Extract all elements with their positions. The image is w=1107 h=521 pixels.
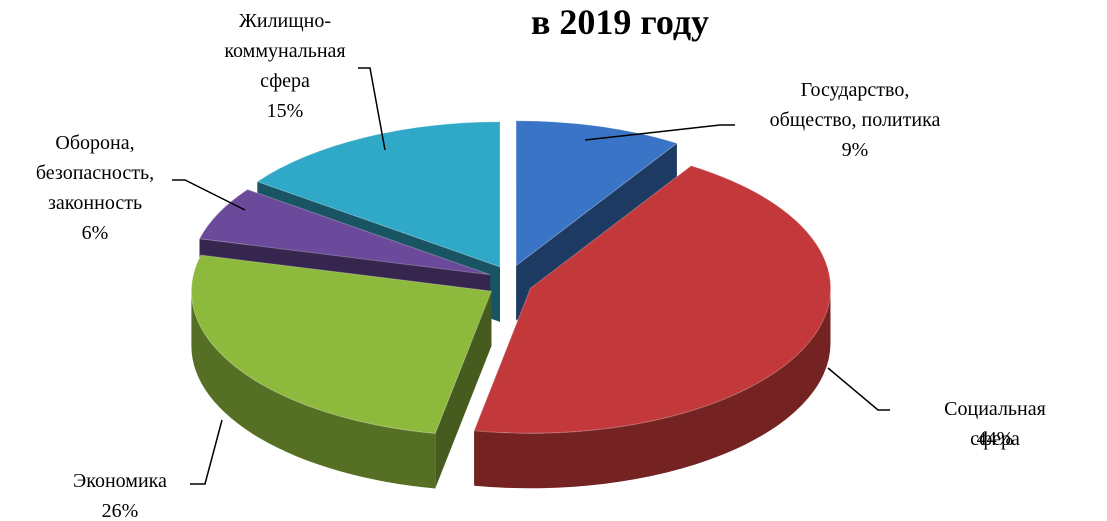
slice-value-label: 9%	[841, 139, 869, 161]
leader-line	[358, 67, 386, 151]
pie-slice	[473, 165, 832, 434]
slice-label: Социальная сфера	[944, 398, 1046, 450]
slice-label: Государство, общество, политика	[769, 79, 941, 131]
pie-slice	[198, 188, 491, 276]
slice-side-wall	[191, 291, 436, 489]
leader-line	[190, 419, 223, 485]
pie-slice	[256, 121, 501, 268]
pie-slice	[515, 120, 678, 267]
leader-line	[827, 367, 890, 411]
pie-slice	[190, 254, 493, 435]
leader-line	[584, 124, 735, 141]
slice-value-label: 26%	[101, 500, 139, 521]
slice-label: Оборона, безопасность, законность	[35, 132, 155, 214]
slice-label: Экономика	[73, 470, 167, 492]
slice-value-label: 15%	[266, 100, 304, 122]
slice-label: Жилищно- коммунальная сфера	[224, 10, 346, 92]
slice-value-label: 6%	[81, 222, 109, 244]
slice-value-label: 44%	[976, 428, 1014, 450]
slice-side-wall	[474, 288, 831, 489]
leader-line	[172, 179, 246, 211]
chart-title: в 2019 году	[530, 2, 710, 42]
